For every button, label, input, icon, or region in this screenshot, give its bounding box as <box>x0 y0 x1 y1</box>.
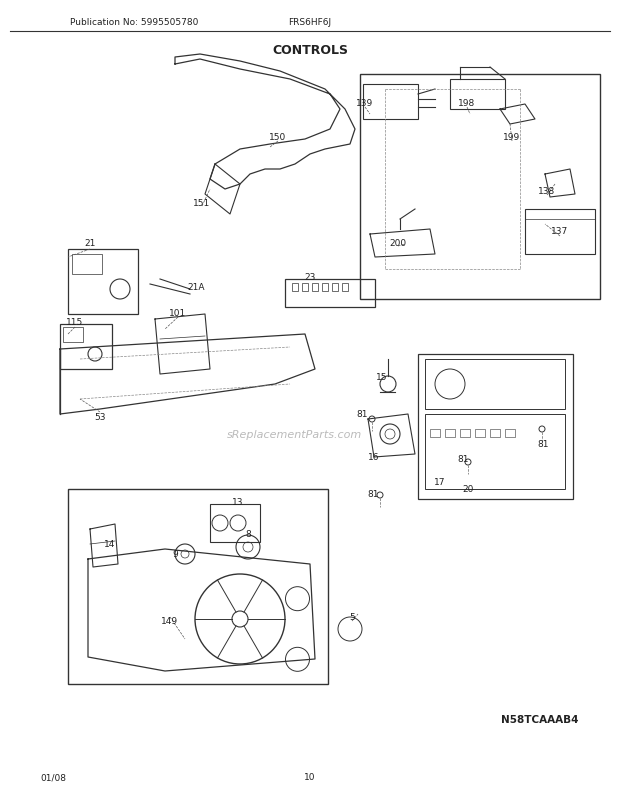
Text: 16: 16 <box>368 453 379 462</box>
Text: 138: 138 <box>538 187 556 196</box>
Bar <box>302 284 308 292</box>
Text: 14: 14 <box>104 540 116 549</box>
Text: 53: 53 <box>94 413 106 422</box>
Text: CONTROLS: CONTROLS <box>272 44 348 57</box>
Bar <box>342 284 348 292</box>
Bar <box>68 489 328 684</box>
Text: 115: 115 <box>66 318 84 327</box>
Text: 23: 23 <box>304 273 316 282</box>
Bar <box>292 284 298 292</box>
Bar <box>360 75 600 300</box>
Text: 15: 15 <box>376 373 388 382</box>
Text: 21: 21 <box>84 238 95 247</box>
Bar <box>72 255 102 274</box>
Text: 81: 81 <box>356 410 368 419</box>
Text: 150: 150 <box>269 133 286 142</box>
Text: 17: 17 <box>434 478 446 487</box>
Bar <box>505 429 515 437</box>
Text: 20: 20 <box>463 485 474 494</box>
Text: 101: 101 <box>169 309 187 318</box>
Text: 81: 81 <box>457 455 469 464</box>
Text: 81: 81 <box>367 490 379 499</box>
Bar <box>332 284 338 292</box>
Text: 10: 10 <box>304 772 316 781</box>
Text: N58TCAAAB4: N58TCAAAB4 <box>501 714 578 724</box>
Bar <box>525 210 595 255</box>
Bar <box>430 429 440 437</box>
Bar <box>322 284 328 292</box>
Bar <box>68 249 138 314</box>
Text: 81: 81 <box>538 440 549 449</box>
Text: 13: 13 <box>232 498 244 507</box>
Bar <box>63 327 83 342</box>
Text: 137: 137 <box>551 227 569 237</box>
Bar <box>363 85 418 119</box>
Text: 01/08: 01/08 <box>40 772 66 781</box>
Bar <box>312 284 318 292</box>
Bar <box>60 325 112 370</box>
Bar <box>475 429 485 437</box>
Bar <box>460 429 470 437</box>
Bar <box>450 80 505 110</box>
Text: 149: 149 <box>161 617 179 626</box>
Bar <box>425 415 565 489</box>
Text: 21A: 21A <box>187 283 205 292</box>
Bar <box>285 280 375 308</box>
Text: 200: 200 <box>389 238 407 247</box>
Text: 139: 139 <box>356 99 374 107</box>
Text: sReplacementParts.com: sReplacementParts.com <box>228 429 363 439</box>
Bar <box>445 429 455 437</box>
Text: 9: 9 <box>172 550 178 559</box>
Text: Publication No: 5995505780: Publication No: 5995505780 <box>70 18 198 27</box>
Text: 198: 198 <box>458 99 476 107</box>
Bar <box>490 429 500 437</box>
Bar <box>425 359 565 410</box>
Text: 5: 5 <box>349 613 355 622</box>
Bar <box>210 504 260 542</box>
Text: 8: 8 <box>245 530 251 539</box>
Text: 199: 199 <box>503 133 521 142</box>
Text: 151: 151 <box>193 198 211 207</box>
Bar <box>418 354 573 500</box>
Text: FRS6HF6J: FRS6HF6J <box>288 18 332 27</box>
